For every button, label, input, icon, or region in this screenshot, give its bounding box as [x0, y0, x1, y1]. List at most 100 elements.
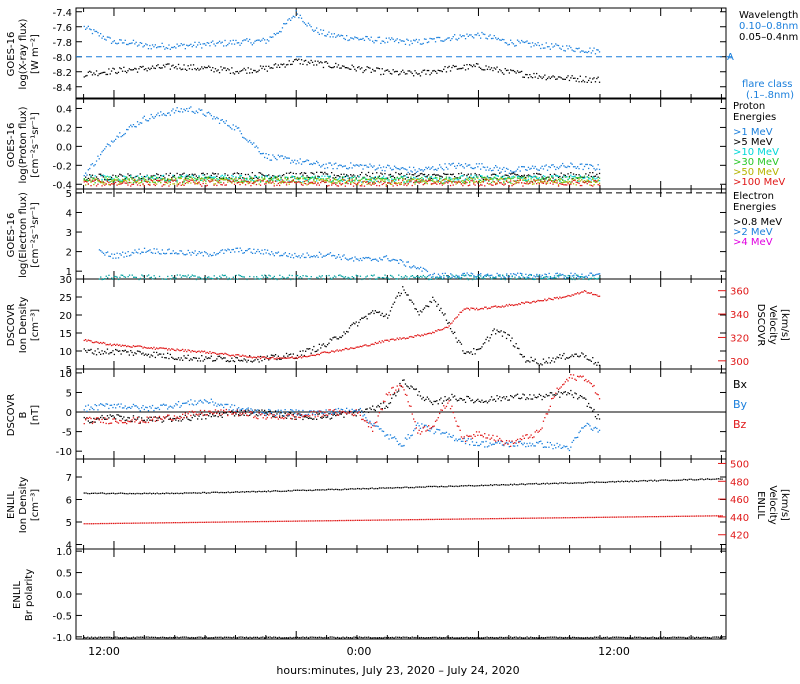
data-point [321, 62, 322, 63]
data-point [391, 73, 392, 74]
data-point [257, 178, 258, 179]
data-point [203, 360, 204, 361]
data-point [525, 177, 526, 178]
data-point [286, 358, 287, 359]
data-point [590, 278, 591, 279]
data-point [106, 352, 107, 353]
data-point [367, 345, 368, 346]
data-point [490, 308, 491, 309]
data-point [296, 357, 297, 358]
data-point [285, 358, 286, 359]
data-point [367, 179, 368, 180]
data-point [111, 177, 112, 178]
data-point [110, 179, 111, 180]
data-point [427, 42, 428, 43]
data-point [308, 62, 309, 63]
data-point [321, 178, 322, 179]
data-point [279, 175, 280, 176]
data-point [112, 181, 113, 182]
data-point [401, 338, 402, 339]
data-point [230, 355, 231, 356]
data-point [535, 302, 536, 303]
data-point [526, 360, 527, 361]
data-point [555, 297, 556, 298]
data-point [143, 252, 144, 253]
data-point [291, 64, 292, 65]
data-point [155, 44, 156, 45]
data-point [352, 178, 353, 179]
data-point [156, 47, 157, 48]
data-point [552, 175, 553, 176]
data-point [111, 43, 112, 44]
data-point [144, 420, 145, 421]
data-point [186, 176, 187, 177]
data-point [198, 108, 199, 109]
data-point [532, 184, 533, 185]
data-point [312, 62, 313, 63]
data-point [566, 45, 567, 46]
data-point [334, 33, 335, 34]
data-point [595, 53, 596, 54]
data-point [186, 180, 187, 181]
data-point [425, 167, 426, 168]
data-point [301, 172, 302, 173]
data-point [261, 68, 262, 69]
data-point [128, 251, 129, 252]
data-point [234, 129, 235, 130]
data-point [453, 163, 454, 164]
data-point [240, 248, 241, 249]
data-point [203, 255, 204, 256]
data-point [423, 268, 424, 269]
data-point [305, 351, 306, 352]
data-point [487, 337, 488, 338]
data-point [222, 42, 223, 43]
data-point [368, 179, 369, 180]
data-point [181, 420, 182, 421]
data-point [384, 315, 385, 316]
data-point [360, 185, 361, 186]
data-point [567, 166, 568, 167]
data-point [172, 108, 173, 109]
data-point [542, 182, 543, 183]
data-point [205, 252, 206, 253]
data-point [88, 178, 89, 179]
data-point [397, 296, 398, 297]
data-point [212, 177, 213, 178]
data-point [368, 172, 369, 173]
data-point [149, 182, 150, 183]
data-point [238, 173, 239, 174]
data-point [242, 181, 243, 182]
data-point [375, 169, 376, 170]
data-point [282, 27, 283, 28]
data-point [278, 183, 279, 184]
data-point [238, 360, 239, 361]
data-point [123, 256, 124, 257]
data-point [306, 348, 307, 349]
data-point [361, 346, 362, 347]
data-point [476, 181, 477, 182]
data-point [537, 173, 538, 174]
data-point [380, 259, 381, 260]
data-point [401, 40, 402, 41]
data-point [444, 66, 445, 67]
data-point [387, 69, 388, 70]
data-point [92, 181, 93, 182]
data-point [421, 311, 422, 312]
data-point [462, 273, 463, 274]
data-point [386, 277, 387, 278]
data-point [473, 275, 474, 276]
data-point [319, 62, 320, 63]
data-point [503, 184, 504, 185]
data-point [481, 175, 482, 176]
data-point [92, 74, 93, 75]
data-point [414, 177, 415, 178]
data-point [137, 252, 138, 253]
data-point [207, 67, 208, 68]
data-point [125, 71, 126, 72]
data-point [496, 183, 497, 184]
data-point [443, 314, 444, 315]
data-point [449, 181, 450, 182]
data-point [335, 276, 336, 277]
data-point [580, 355, 581, 356]
data-point [455, 317, 456, 318]
